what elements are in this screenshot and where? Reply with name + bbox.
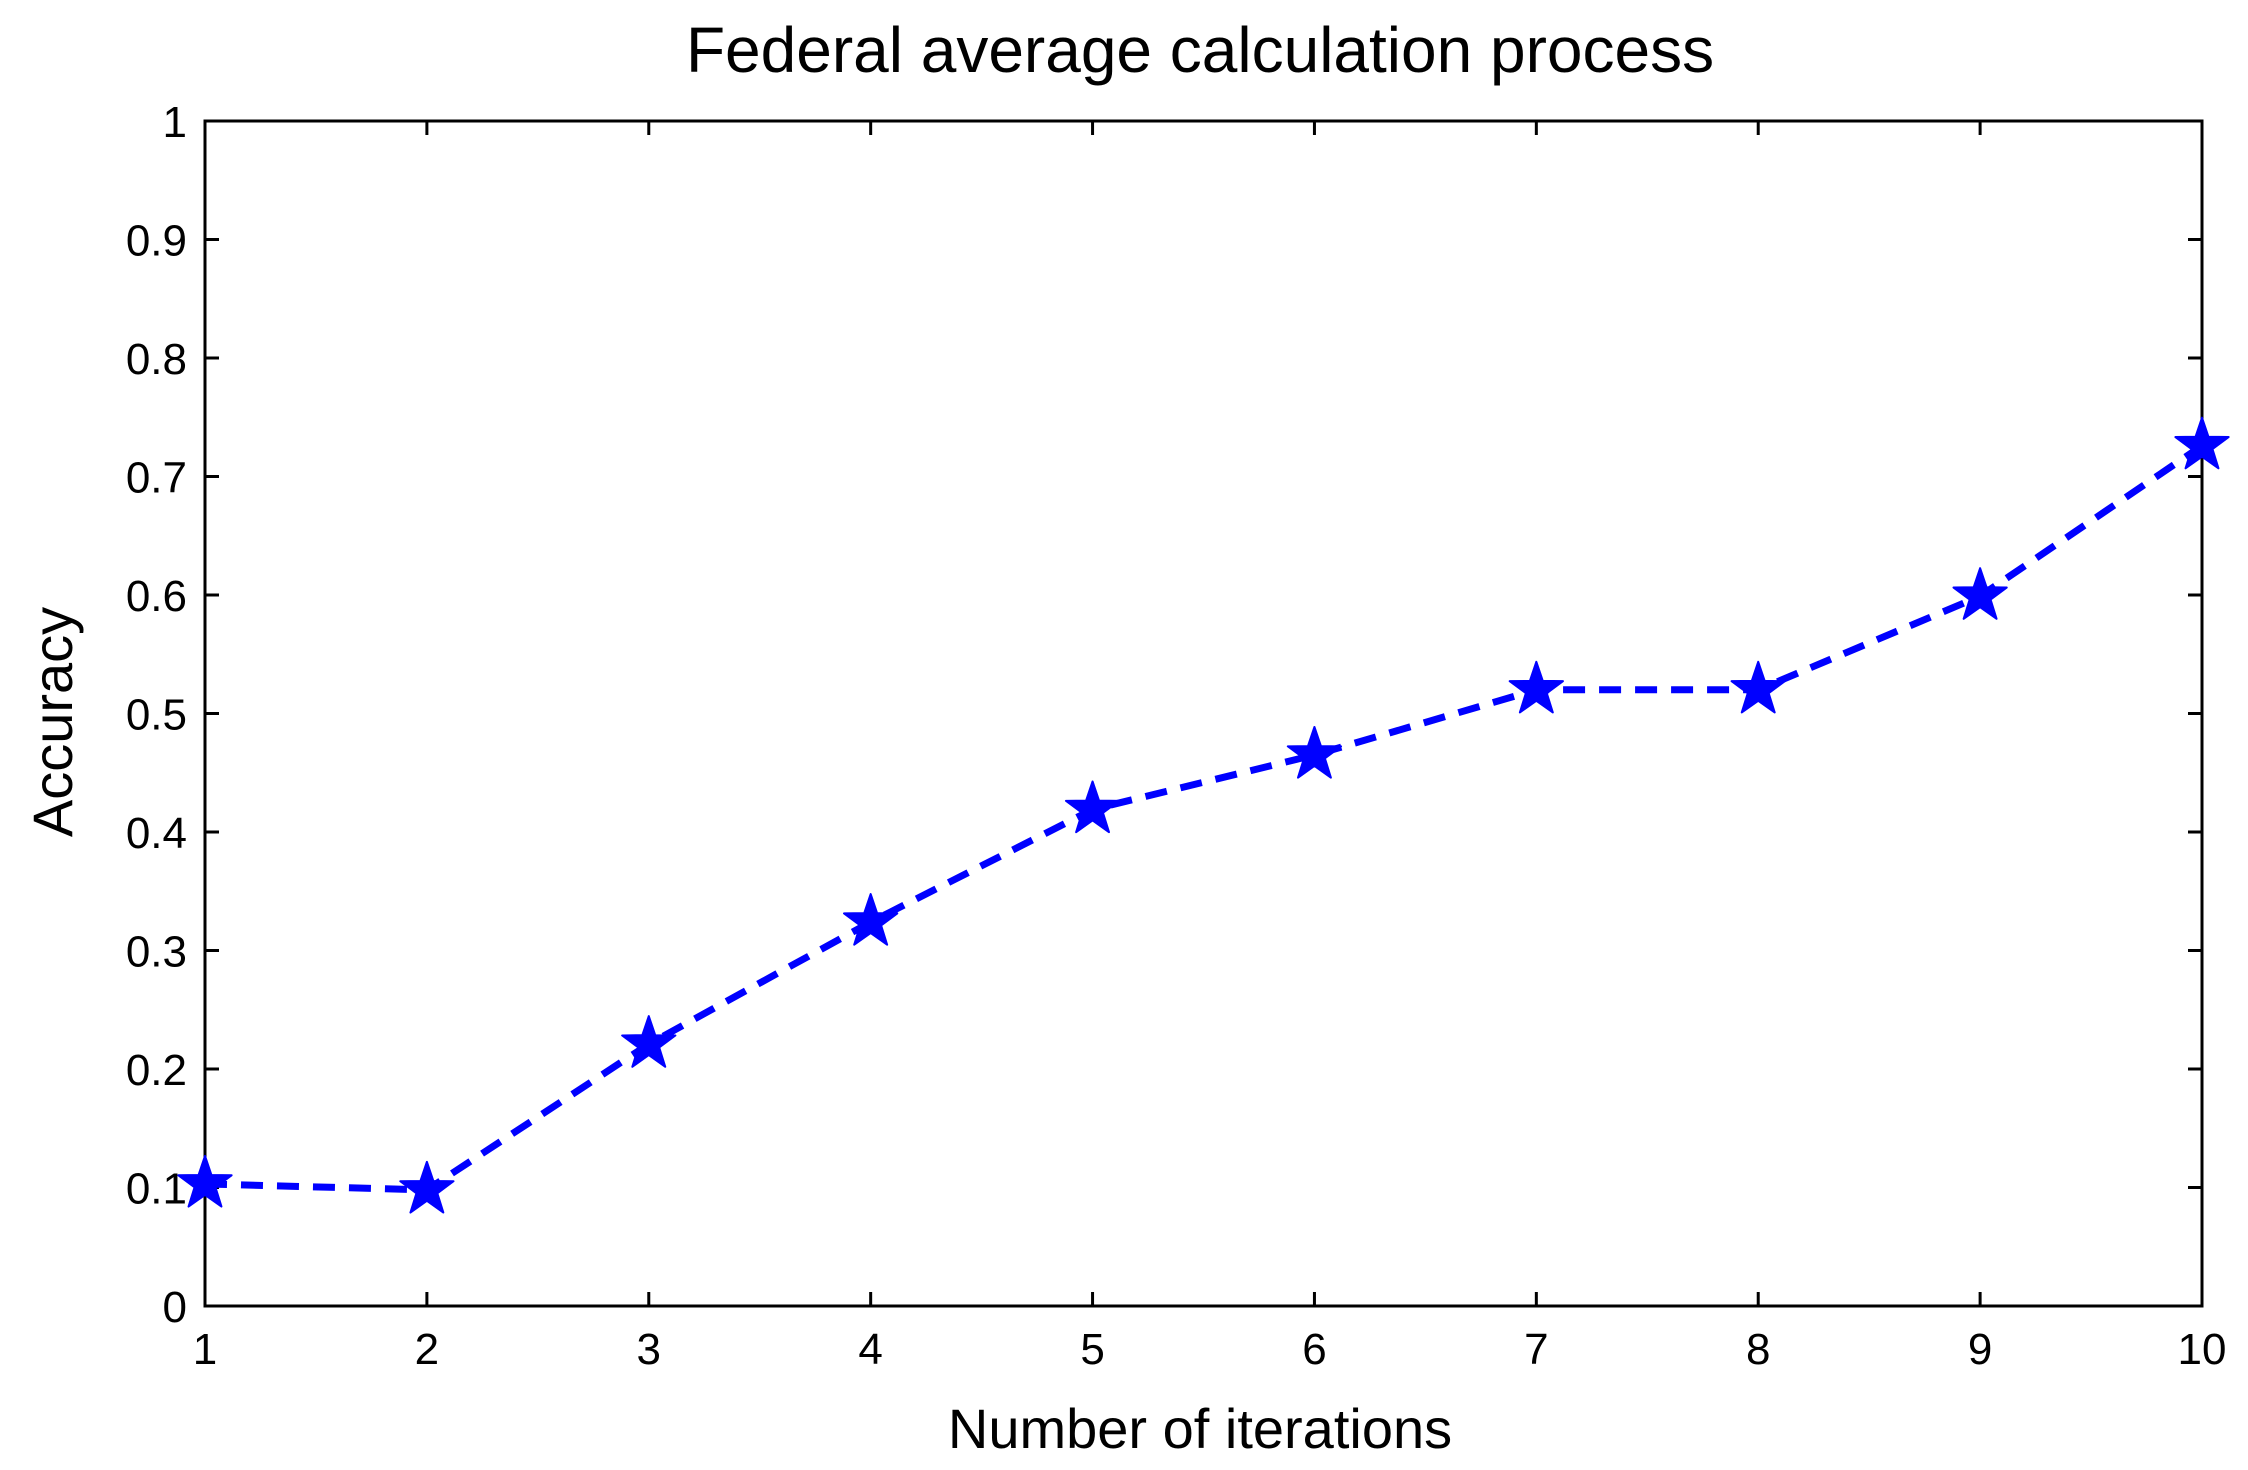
y-tick-label: 0.8 (126, 335, 187, 384)
data-point-star-marker (1508, 660, 1564, 714)
chart-title: Federal average calculation process (686, 14, 1714, 86)
y-tick-label: 0.3 (126, 928, 187, 977)
y-tick-label: 1 (163, 98, 187, 147)
y-axis-label: Accuracy (21, 607, 84, 837)
data-point-star-marker (1730, 660, 1786, 714)
data-point-star-marker (621, 1015, 677, 1068)
y-tick-label: 0 (163, 1283, 187, 1332)
series-layer (177, 416, 2230, 1214)
y-tick-label: 0.5 (126, 691, 187, 740)
y-tick-label: 0.9 (126, 217, 187, 266)
data-point-star-marker (1286, 725, 1343, 779)
y-axis-ticks: 0 0.1 0.2 0.3 0.4 0.5 0.6 0.7 0.8 0.9 1 (126, 98, 2202, 1332)
data-point-star-marker (399, 1160, 455, 1214)
x-tick-label: 3 (637, 1325, 661, 1374)
x-tick-label: 5 (1080, 1325, 1104, 1374)
y-tick-label: 0.7 (126, 454, 187, 503)
x-tick-label: 1 (193, 1325, 217, 1374)
x-tick-label: 9 (1968, 1325, 1992, 1374)
data-point-star-marker (1064, 780, 1121, 834)
data-point-star-marker (1952, 567, 2008, 620)
x-tick-label: 10 (2178, 1325, 2227, 1374)
x-tick-label: 2 (415, 1325, 439, 1374)
x-tick-label: 6 (1302, 1325, 1326, 1374)
y-tick-label: 0.4 (126, 809, 187, 858)
data-point-star-marker (2174, 416, 2230, 470)
x-axis-label: Number of iterations (948, 1397, 1452, 1460)
y-tick-label: 0.2 (126, 1046, 187, 1095)
data-point-star-marker (177, 1154, 233, 1208)
y-tick-label: 0.6 (126, 572, 187, 621)
y-tick-label: 0.1 (126, 1165, 187, 1214)
x-tick-label: 4 (858, 1325, 882, 1374)
x-tick-label: 8 (1746, 1325, 1770, 1374)
data-point-star-marker (843, 893, 899, 946)
x-axis-ticks: 1 2 3 4 5 6 7 8 9 10 (193, 121, 2227, 1374)
x-tick-label: 7 (1524, 1325, 1548, 1374)
